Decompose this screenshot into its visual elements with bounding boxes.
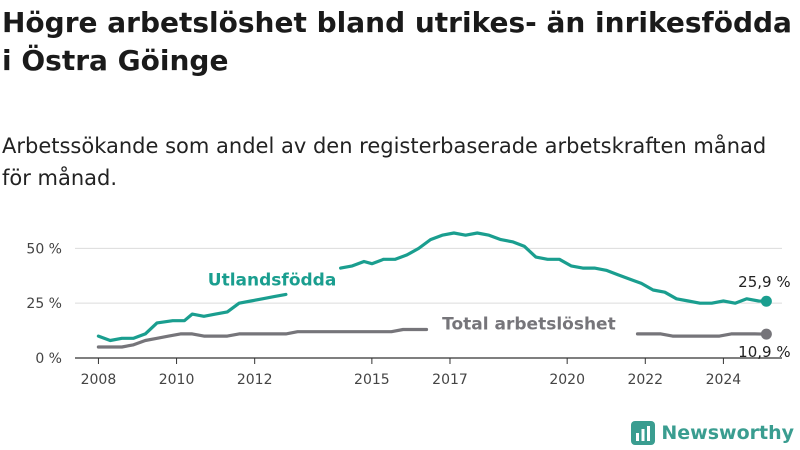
x-tick-label: 2008	[81, 372, 117, 388]
series-line	[96, 292, 288, 343]
end-value-label: 10,9 %	[738, 343, 790, 361]
x-tick-label: 2015	[354, 372, 390, 388]
end-point-marker	[760, 295, 772, 307]
x-tick-label: 2022	[627, 372, 663, 388]
series-line	[96, 327, 429, 349]
x-tick-label: 2020	[549, 372, 585, 388]
chart-subtitle: Arbetssökande som andel av den registerb…	[2, 134, 767, 190]
end-point-marker	[760, 328, 772, 340]
series-line	[635, 332, 768, 338]
line-chart: 0 % 25 % 50 % 2008 2010 2012 2015 2017 2020 2022 2…	[26, 231, 791, 388]
series-line	[339, 231, 768, 305]
x-tick-label: 2024	[706, 372, 742, 388]
x-tick-label: 2010	[159, 372, 195, 388]
x-tick-label: 2012	[237, 372, 273, 388]
y-tick-label: 25 %	[26, 296, 62, 312]
series-label: Utlandsfödda	[208, 271, 337, 291]
y-tick-label: 0 %	[35, 351, 62, 367]
series-label: Total arbetslöshet	[442, 314, 616, 334]
y-tick-label: 50 %	[26, 241, 62, 257]
brand-name: Newsworthy	[661, 422, 794, 444]
bar-chart-icon	[631, 421, 656, 445]
chart-title: Högre arbetslöshet bland utrikes- än inr…	[2, 6, 792, 77]
brand-logo: Newsworthy	[631, 420, 794, 446]
end-value-label: 25,9 %	[738, 273, 790, 291]
x-tick-label: 2017	[432, 372, 468, 388]
